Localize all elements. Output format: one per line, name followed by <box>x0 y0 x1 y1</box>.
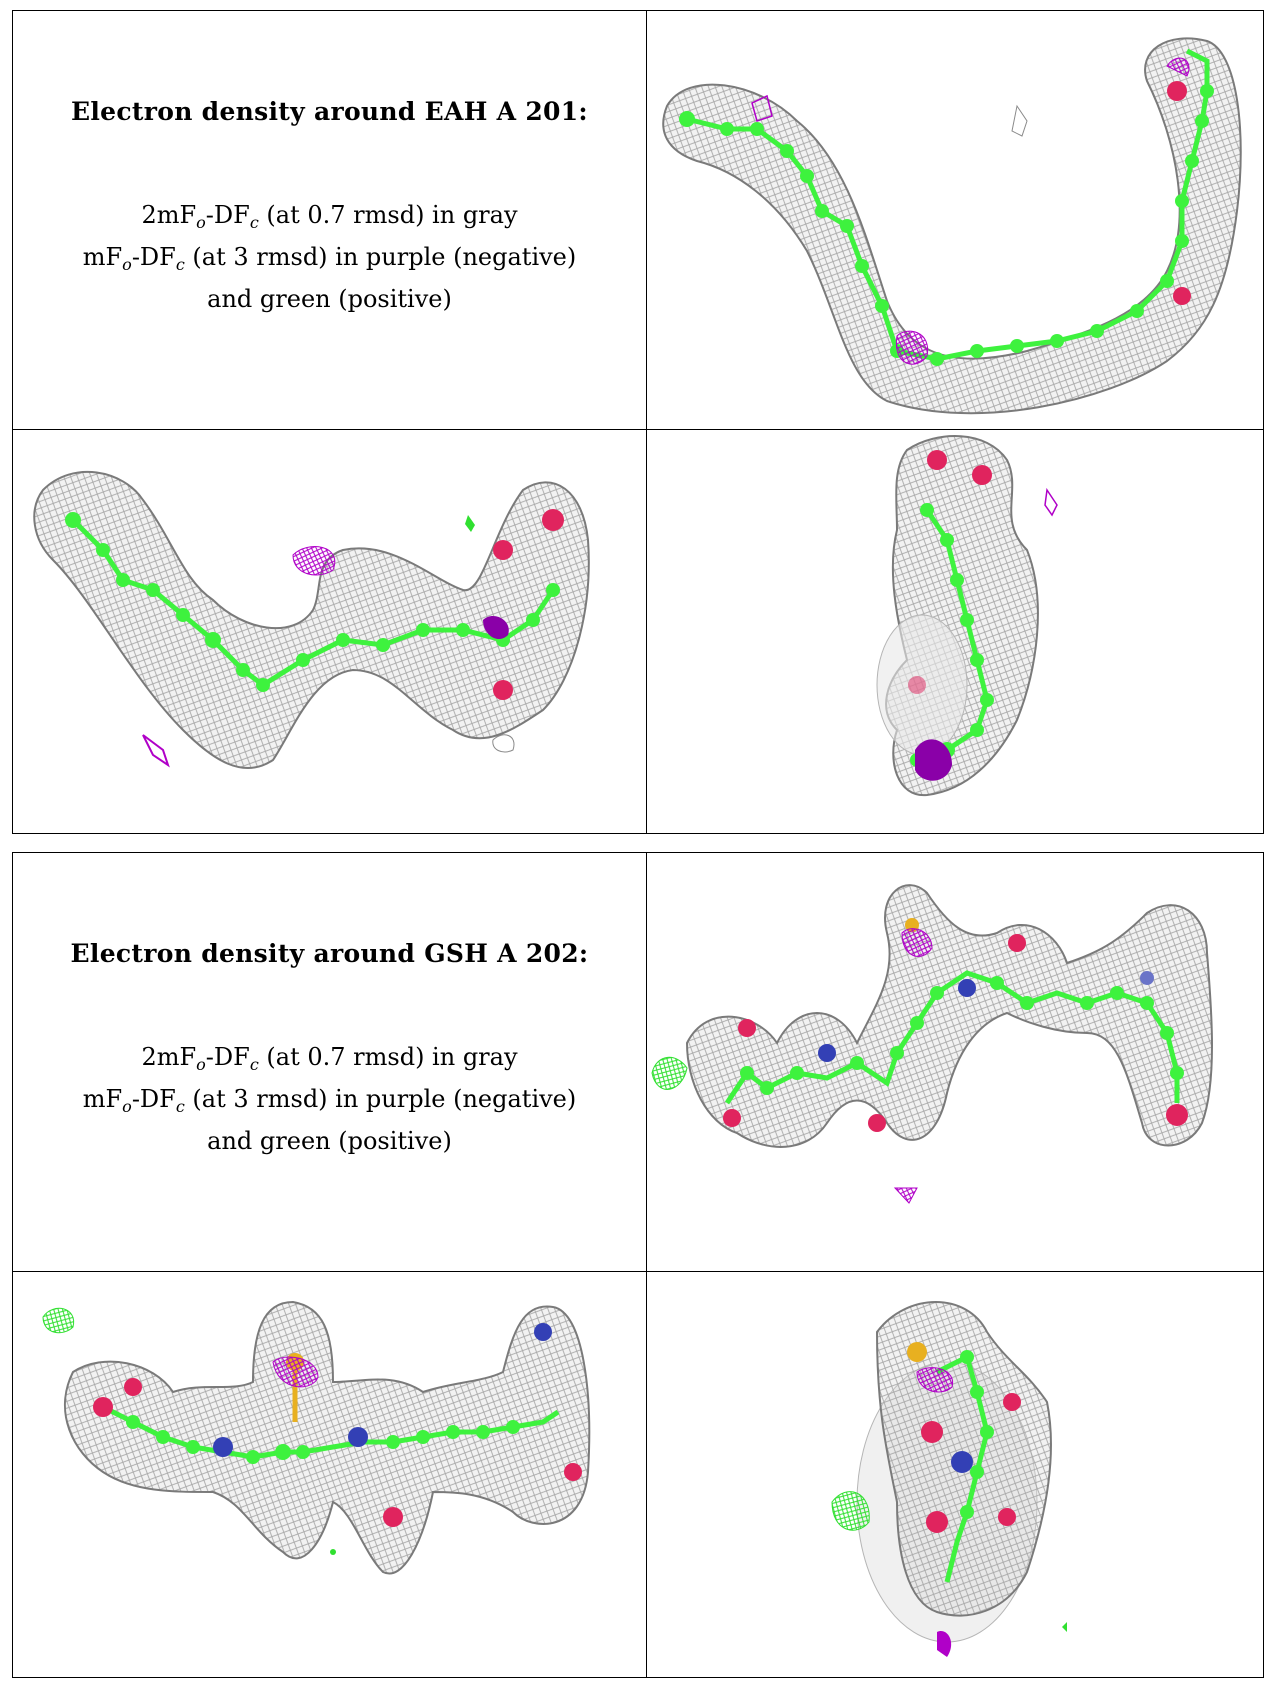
eah-density-view-1 <box>647 11 1263 429</box>
oxygen-atom <box>908 676 926 694</box>
oxygen-atom <box>723 1109 741 1127</box>
density-mesh <box>33 470 590 770</box>
negative-density <box>751 94 773 122</box>
eah-density-view-3 <box>647 430 1263 833</box>
negative-density <box>1166 57 1190 77</box>
oxygen-atom <box>383 1507 403 1527</box>
mesh-fragment <box>492 734 515 753</box>
gsh-caption-cell: Electron density around GSH A 202: 2mFo-… <box>13 853 646 1271</box>
gsh-title: Electron density around GSH A 202: <box>70 939 589 968</box>
carbon-bonds <box>71 518 556 689</box>
oxygen-atom <box>93 1397 113 1417</box>
carbon-atoms <box>679 84 1214 366</box>
negative-density <box>895 330 929 365</box>
carbon-bonds <box>101 1404 560 1460</box>
negative-density <box>893 1187 918 1204</box>
gsh-legend-line-3: and green (positive) <box>207 1127 452 1155</box>
nitrogen-atom <box>818 1044 836 1062</box>
oxygen-atom <box>124 1378 142 1396</box>
oxygen-atom <box>1173 287 1191 305</box>
nitrogen-atom <box>1140 971 1154 985</box>
negative-density <box>272 1356 319 1388</box>
nitrogen-atom <box>348 1427 368 1447</box>
nitrogen-atom <box>213 1437 233 1457</box>
positive-density <box>465 515 475 532</box>
oxygen-atom <box>493 680 513 700</box>
oxygen-atom <box>868 1114 886 1132</box>
negative-density <box>916 1367 954 1393</box>
gsh-density-view-3 <box>647 1272 1263 1677</box>
eah-caption-cell: Electron density around EAH A 201: 2mFo-… <box>13 11 646 429</box>
oxygen-atom <box>926 1511 948 1533</box>
eah-legend: 2mFo-DFc (at 0.7 rmsd) in gray mFo-DFc (… <box>83 198 577 316</box>
oxygen-atom <box>927 450 947 470</box>
gsh-legend: 2mFo-DFc (at 0.7 rmsd) in gray mFo-DFc (… <box>83 1040 577 1158</box>
oxygen-atom <box>998 1508 1016 1526</box>
eah-legend-line-3: and green (positive) <box>207 285 452 313</box>
carbon-atoms <box>65 512 560 692</box>
positive-density <box>651 1056 688 1090</box>
oxygen-atom <box>493 540 513 560</box>
gsh-legend-line-1: 2mFo-DFc (at 0.7 rmsd) in gray <box>141 1043 518 1074</box>
oxygen-atom <box>1166 1104 1188 1126</box>
gsh-legend-line-2: mFo-DFc (at 3 rmsd) in purple (negative) <box>82 1085 577 1116</box>
gsh-density-panel: Electron density around GSH A 202: 2mFo-… <box>12 852 1264 1678</box>
negative-density <box>1044 487 1058 517</box>
density-mesh <box>685 884 1213 1148</box>
eah-legend-line-1: 2mFo-DFc (at 0.7 rmsd) in gray <box>141 201 518 232</box>
eah-density-panel: Electron density around EAH A 201: 2mFo-… <box>12 10 1264 834</box>
positive-density <box>831 1491 870 1531</box>
sulfur-atom <box>907 1342 927 1362</box>
eah-density-view-2 <box>13 430 646 833</box>
negative-density <box>292 546 336 576</box>
positive-density <box>42 1307 75 1334</box>
oxygen-atom <box>1008 934 1026 952</box>
carbon-atoms <box>740 976 1184 1095</box>
nitrogen-atom <box>534 1323 552 1341</box>
density-mesh <box>64 1300 591 1575</box>
oxygen-atom <box>564 1463 582 1481</box>
eah-legend-line-2: mFo-DFc (at 3 rmsd) in purple (negative) <box>82 243 577 274</box>
nitrogen-atom <box>951 1451 973 1473</box>
oxygen-atom <box>972 465 992 485</box>
positive-density <box>1062 1622 1067 1632</box>
carbon-atoms <box>960 1350 994 1519</box>
oxygen-atom <box>542 509 564 531</box>
negative-density <box>915 739 952 781</box>
carbon-atoms <box>126 1415 520 1464</box>
negative-density <box>142 734 170 768</box>
density-mesh <box>662 37 1242 415</box>
negative-density <box>937 1631 952 1657</box>
positive-density <box>330 1549 336 1555</box>
negative-density <box>901 928 933 957</box>
gsh-density-view-1 <box>647 853 1263 1271</box>
mesh-fragment <box>1011 104 1028 137</box>
gsh-density-view-2 <box>13 1272 646 1677</box>
eah-title: Electron density around EAH A 201: <box>71 97 588 126</box>
oxygen-atom <box>738 1019 756 1037</box>
oxygen-atom <box>921 1421 943 1443</box>
oxygen-atom <box>1167 81 1187 101</box>
nitrogen-atom <box>958 979 976 997</box>
negative-density <box>483 615 509 640</box>
oxygen-atom <box>1003 1393 1021 1411</box>
